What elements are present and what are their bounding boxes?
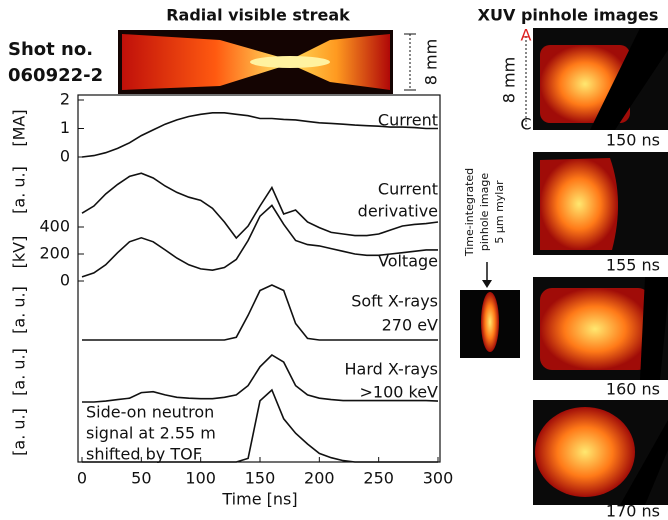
trace-label: shifted by TOF <box>86 445 202 464</box>
xuv-frame <box>533 277 668 380</box>
y-tick-label: 0 <box>60 147 70 166</box>
trace-label: Voltage <box>378 252 438 271</box>
xuv-frame <box>533 152 668 255</box>
shot-label: Shot no. <box>8 39 93 60</box>
shot-number: 060922-2 <box>8 65 103 86</box>
trace <box>82 388 438 463</box>
trace-label: >100 keV <box>359 383 438 402</box>
trace <box>81 204 438 278</box>
x-tick-label: 100 <box>185 469 216 488</box>
trace <box>82 353 439 403</box>
x-tick-label: 50 <box>131 469 151 488</box>
trace-label: Hard X-rays <box>345 360 439 379</box>
y-axis-title: [a. u.] <box>10 286 29 334</box>
y-tick-label: 200 <box>39 244 70 263</box>
trace-label: derivative <box>358 202 438 221</box>
trace-label: 270 eV <box>382 316 438 335</box>
xuv-top: A <box>521 26 532 45</box>
plot-frame <box>77 94 441 463</box>
y-axis-title: [MA] <box>10 109 29 146</box>
x-tick-label: 300 <box>423 469 454 488</box>
xuv-frame <box>533 400 668 505</box>
xuv-title: XUV pinhole images <box>478 6 659 25</box>
frame-time: 160 ns <box>606 380 660 399</box>
y-axis-title: [kV] <box>10 236 29 269</box>
trace-label: Current <box>378 180 438 199</box>
frame-time: 170 ns <box>606 502 660 520</box>
streak-title: Radial visible streak <box>166 6 350 25</box>
trace <box>81 172 439 240</box>
note-line: Time-integrated <box>463 168 476 257</box>
frame-time: 150 ns <box>606 131 660 150</box>
xuv-bottom: C <box>520 115 531 134</box>
trace-label: signal at 2.55 m <box>86 424 216 443</box>
y-axis-title: [a. u.] <box>10 166 29 214</box>
arrow-head <box>482 280 492 288</box>
y-tick-label: 2 <box>60 90 70 109</box>
xuv-frame <box>533 28 668 130</box>
integrated-image <box>460 290 520 358</box>
trace <box>82 284 438 341</box>
y-axis-title: [a. u.] <box>10 348 29 396</box>
x-tick-label: 0 <box>77 469 87 488</box>
streak-image <box>118 30 393 94</box>
y-tick-label: 400 <box>39 217 70 236</box>
y-axis-title: [a. u.] <box>10 408 29 456</box>
trace <box>81 112 438 158</box>
x-tick-label: 250 <box>363 469 394 488</box>
trace-label: Soft X-rays <box>351 292 438 311</box>
x-tick-label: 200 <box>304 469 335 488</box>
x-axis-title: Time [ns] <box>221 490 297 509</box>
streak-scale: 8 mm <box>422 39 441 85</box>
note-line: pinhole image <box>478 173 491 252</box>
x-tick-label: 150 <box>245 469 276 488</box>
xuv-scale: 8 mm <box>500 57 519 103</box>
trace-label: Current <box>378 111 438 130</box>
y-tick-label: 1 <box>60 118 70 137</box>
y-tick-label: 0 <box>60 271 70 290</box>
frame-time: 155 ns <box>606 256 660 275</box>
trace-label: Side-on neutron <box>86 403 214 422</box>
note-line: 5 μm mylar <box>493 180 506 244</box>
